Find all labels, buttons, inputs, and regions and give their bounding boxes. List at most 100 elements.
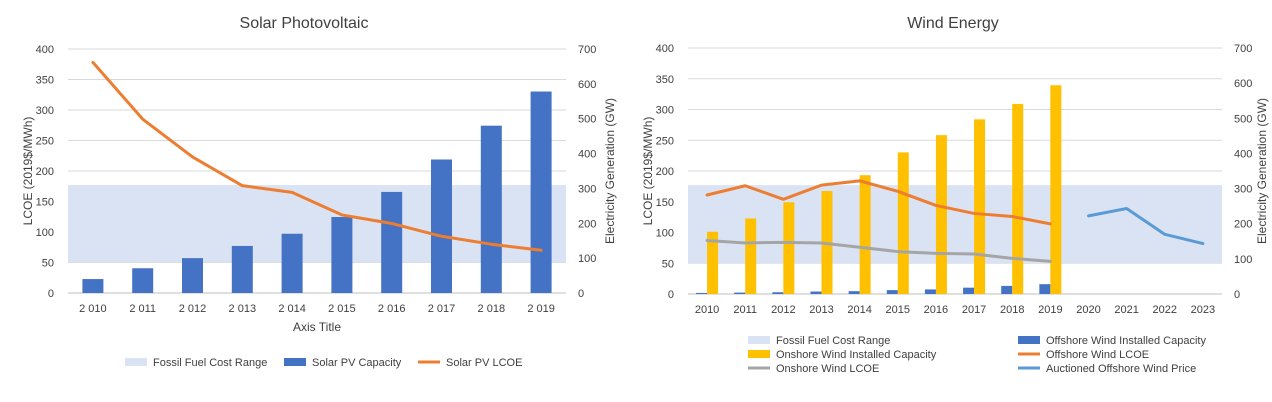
x-tick-label: 2 012 [179, 303, 207, 315]
legend-swatch-fossil-fuel [748, 336, 770, 344]
bar-offshore-wind-installed-capacity [1039, 284, 1051, 294]
y-tick-label: 300 [36, 105, 54, 117]
bar-solar-pv-capacity [530, 91, 552, 293]
bar-solar-pv-capacity [331, 217, 353, 293]
y2-tick-label: 0 [578, 288, 584, 300]
bar-offshore-wind-installed-capacity [848, 291, 860, 294]
wind-energy-chart-svg: 0 50 100 150 200 250 300 350 400 0 100 200 300 400 500… [641, 15, 1269, 375]
y-tick-label: 150 [656, 197, 674, 209]
bar-onshore-wind-installed-capacity [783, 202, 795, 294]
bar-onshore-wind-installed-capacity [1050, 85, 1062, 294]
legend-label: Offshore Wind Installed Capacity [1046, 335, 1206, 347]
bar-solar-pv-capacity [182, 258, 203, 293]
bar-onshore-wind-installed-capacity [897, 152, 909, 294]
y2-tick-label: 700 [578, 44, 596, 56]
bar-offshore-wind-installed-capacity [696, 292, 708, 294]
solar-pv-chart-svg: 0 50 100 150 200 250 300 350 400 0 100 200 300 400 500… [21, 15, 617, 369]
bar-offshore-wind-installed-capacity [924, 289, 936, 294]
line-auctioned-offshore-wind-price [1087, 207, 1205, 246]
x-tick-label: 2014 [847, 304, 871, 316]
legend-label: Onshore Wind Installed Capacity [776, 349, 937, 361]
x-tick-label: 2 014 [278, 303, 306, 315]
x-tick-label: 2019 [1038, 304, 1062, 316]
x-tick-label: 2018 [1000, 304, 1024, 316]
y-tick-label: 200 [656, 166, 674, 178]
y2-axis-title: Electricity Generation (GW) [1255, 98, 1269, 244]
y-tick-label: 350 [36, 75, 54, 87]
x-tick-label: 2 010 [79, 303, 107, 315]
bar-solar-pv-capacity [480, 125, 502, 293]
bar-offshore-wind-installed-capacity [1001, 285, 1013, 294]
y-tick-label: 0 [668, 289, 674, 301]
y2-tick-label: 600 [578, 79, 596, 91]
legend-label: Fossil Fuel Cost Range [153, 357, 267, 369]
x-tick-label: 2 017 [428, 303, 456, 315]
x-tick-label: 2023 [1191, 304, 1215, 316]
bar-offshore-wind-installed-capacity [886, 290, 898, 294]
y-tick-label: 250 [36, 136, 54, 148]
y-tick-label: 100 [656, 228, 674, 240]
x-tick-label: 2013 [809, 304, 833, 316]
bar-onshore-wind-installed-capacity [1012, 103, 1024, 295]
legend-label: Solar PV Capacity [312, 357, 402, 369]
chart-title: Wind Energy [907, 15, 999, 32]
y-tick-label: 400 [656, 43, 674, 55]
x-tick-label: 2017 [962, 304, 986, 316]
x-tick-label: 2010 [695, 304, 719, 316]
y2-tick-label: 0 [1234, 289, 1240, 301]
y-axis-title: LCOE (2019$/MWh) [641, 117, 655, 226]
y-tick-label: 50 [42, 258, 54, 270]
y2-tick-label: 500 [1234, 113, 1252, 125]
line-onshore-wind-lcoe [705, 238, 1052, 263]
legend-label: Onshore Wind LCOE [776, 363, 879, 375]
x-tick-label: 2021 [1114, 304, 1138, 316]
x-tick-label: 2 019 [527, 303, 555, 315]
legend-swatch-bar [1018, 336, 1040, 344]
y-tick-label: 50 [662, 258, 674, 270]
x-tick-label: 2 015 [328, 303, 356, 315]
bar-onshore-wind-installed-capacity [745, 218, 757, 294]
y2-tick-label: 400 [578, 149, 596, 161]
y-tick-label: 200 [36, 166, 54, 178]
fossil-fuel-cost-band [688, 185, 1222, 264]
x-tick-label: 2020 [1076, 304, 1100, 316]
y2-tick-label: 100 [1234, 254, 1252, 266]
y2-axis-title: Electricity Generation (GW) [603, 98, 617, 244]
bar-onshore-wind-installed-capacity [974, 119, 986, 294]
legend-label: Auctioned Offshore Wind Price [1046, 363, 1196, 375]
y2-tick-label: 200 [578, 218, 596, 230]
y2-tick-label: 300 [1234, 184, 1252, 196]
bar-onshore-wind-installed-capacity [859, 175, 871, 294]
x-tick-label: 2012 [771, 304, 795, 316]
solar-pv-chart: 0 50 100 150 200 250 300 350 400 0 100 200 300 400 500… [21, 15, 617, 369]
x-tick-label: 2 018 [478, 303, 506, 315]
chart-title: Solar Photovoltaic [240, 15, 369, 32]
bar-solar-pv-capacity [132, 268, 154, 293]
y2-tick-label: 700 [1234, 43, 1252, 55]
y2-tick-label: 600 [1234, 78, 1252, 90]
y-tick-label: 300 [656, 105, 674, 117]
wind-energy-chart: 0 50 100 150 200 250 300 350 400 0 100 200 300 400 500… [636, 0, 1272, 402]
bar-offshore-wind-installed-capacity [772, 292, 784, 294]
legend-label: Solar PV LCOE [446, 357, 522, 369]
bar-offshore-wind-installed-capacity [963, 287, 975, 294]
line-offshore-wind-lcoe [705, 179, 1052, 226]
line-solar-pv-lcoe [91, 60, 543, 252]
bar-solar-pv-capacity [381, 191, 403, 293]
y2-tick-label: 100 [578, 253, 596, 265]
bar-offshore-wind-installed-capacity [810, 291, 822, 294]
x-axis-title: Axis Title [293, 320, 341, 334]
x-tick-label: 2 011 [129, 303, 156, 315]
legend-swatch-bar [284, 358, 306, 366]
x-tick-label: 2016 [924, 304, 948, 316]
legend-label: Fossil Fuel Cost Range [776, 335, 890, 347]
bar-solar-pv-capacity [231, 245, 253, 293]
x-tick-label: 2015 [886, 304, 910, 316]
y-tick-label: 100 [36, 227, 54, 239]
bar-offshore-wind-installed-capacity [734, 292, 746, 294]
y2-tick-label: 500 [578, 114, 596, 126]
bar-solar-pv-capacity [431, 159, 452, 293]
legend-swatch-fossil-fuel [125, 358, 147, 366]
x-tick-label: 2 016 [378, 303, 406, 315]
bar-onshore-wind-installed-capacity [707, 231, 719, 294]
